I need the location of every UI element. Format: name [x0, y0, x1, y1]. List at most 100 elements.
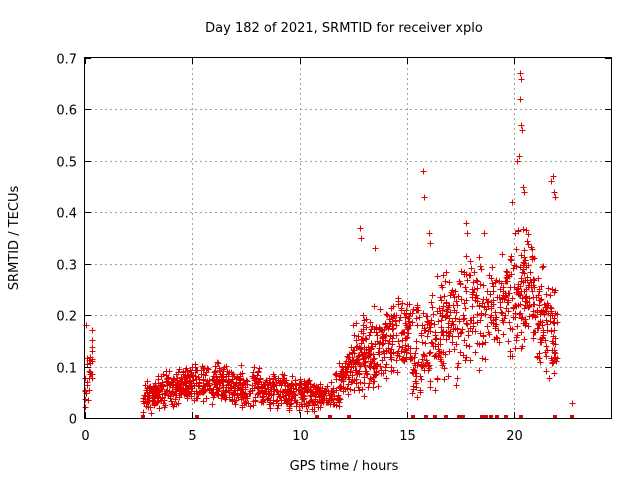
- data-point: [415, 359, 422, 366]
- data-point: [520, 279, 527, 286]
- data-point: [388, 350, 395, 357]
- data-point: [358, 235, 365, 242]
- data-point: [458, 296, 465, 303]
- data-point: [430, 343, 437, 350]
- data-point: [210, 389, 217, 396]
- zero-point: [328, 415, 332, 419]
- data-point: [293, 386, 300, 393]
- data-point: [219, 371, 226, 378]
- data-point: [460, 352, 467, 359]
- data-point: [464, 277, 471, 284]
- data-point: [307, 384, 314, 391]
- data-point: [192, 373, 199, 380]
- data-point: [377, 339, 384, 346]
- data-point: [404, 301, 411, 308]
- data-point: [467, 258, 474, 265]
- data-point: [417, 373, 424, 380]
- data-point: [287, 401, 294, 408]
- data-point: [166, 368, 173, 375]
- data-point: [362, 335, 369, 342]
- data-point: [219, 377, 226, 384]
- data-point: [82, 375, 89, 382]
- data-point: [502, 312, 509, 319]
- data-point: [382, 364, 389, 371]
- data-point: [448, 289, 455, 296]
- data-point: [367, 329, 374, 336]
- zero-point: [424, 415, 428, 419]
- data-point: [476, 367, 483, 374]
- data-point: [496, 339, 503, 346]
- data-point: [552, 194, 559, 201]
- data-point: [374, 361, 381, 368]
- data-point: [336, 360, 343, 367]
- data-point: [336, 373, 343, 380]
- data-point: [438, 358, 445, 365]
- data-point: [472, 328, 479, 335]
- data-point: [366, 380, 373, 387]
- data-point: [393, 332, 400, 339]
- data-point: [323, 387, 330, 394]
- data-point: [312, 391, 319, 398]
- data-point: [397, 314, 404, 321]
- data-point: [346, 351, 353, 358]
- data-point: [318, 400, 325, 407]
- data-point: [347, 358, 354, 365]
- data-point: [338, 377, 345, 384]
- zero-point: [411, 415, 415, 419]
- data-point: [389, 326, 396, 333]
- data-point: [509, 295, 516, 302]
- data-point: [422, 327, 429, 334]
- data-point: [539, 322, 546, 329]
- data-point: [520, 184, 527, 191]
- data-point: [400, 355, 407, 362]
- data-point: [220, 368, 227, 375]
- data-point: [337, 385, 344, 392]
- data-point: [525, 231, 532, 238]
- data-point: [429, 340, 436, 347]
- data-point: [203, 395, 210, 402]
- data-point: [544, 347, 551, 354]
- data-point: [203, 369, 210, 376]
- data-point: [414, 394, 421, 401]
- data-point: [183, 365, 190, 372]
- data-point: [463, 220, 470, 227]
- data-point: [201, 386, 208, 393]
- data-point: [395, 301, 402, 308]
- data-point: [161, 390, 168, 397]
- data-point: [431, 321, 438, 328]
- data-point: [361, 393, 368, 400]
- data-point: [262, 385, 269, 392]
- data-point: [492, 323, 499, 330]
- data-point: [388, 368, 395, 375]
- data-point: [427, 349, 434, 356]
- y-tick-label: 0: [69, 413, 77, 428]
- data-point: [363, 316, 370, 323]
- data-point: [350, 357, 357, 364]
- data-point: [425, 367, 432, 374]
- data-point: [285, 383, 292, 390]
- data-point: [357, 346, 364, 353]
- data-point: [445, 332, 452, 339]
- x-tick-label: 20: [506, 429, 523, 444]
- data-point: [461, 315, 468, 322]
- data-point: [387, 349, 394, 356]
- data-point: [147, 404, 154, 411]
- data-point: [305, 378, 312, 385]
- data-point: [395, 338, 402, 345]
- zero-point: [315, 415, 319, 419]
- data-point: [433, 335, 440, 342]
- data-point: [142, 382, 149, 389]
- data-point: [463, 342, 470, 349]
- data-point: [357, 363, 364, 370]
- data-point: [256, 389, 263, 396]
- data-point: [494, 294, 501, 301]
- data-point: [365, 354, 372, 361]
- zero-point: [141, 415, 145, 419]
- axis-layer: 0 0.1 0.2 0.3 0.4 0.5 0.6 0.7 0 5 10 15 20: [56, 53, 611, 444]
- data-point: [370, 351, 377, 358]
- data-point: [569, 400, 576, 407]
- data-point: [223, 373, 230, 380]
- data-point: [482, 356, 489, 363]
- data-point: [484, 288, 491, 295]
